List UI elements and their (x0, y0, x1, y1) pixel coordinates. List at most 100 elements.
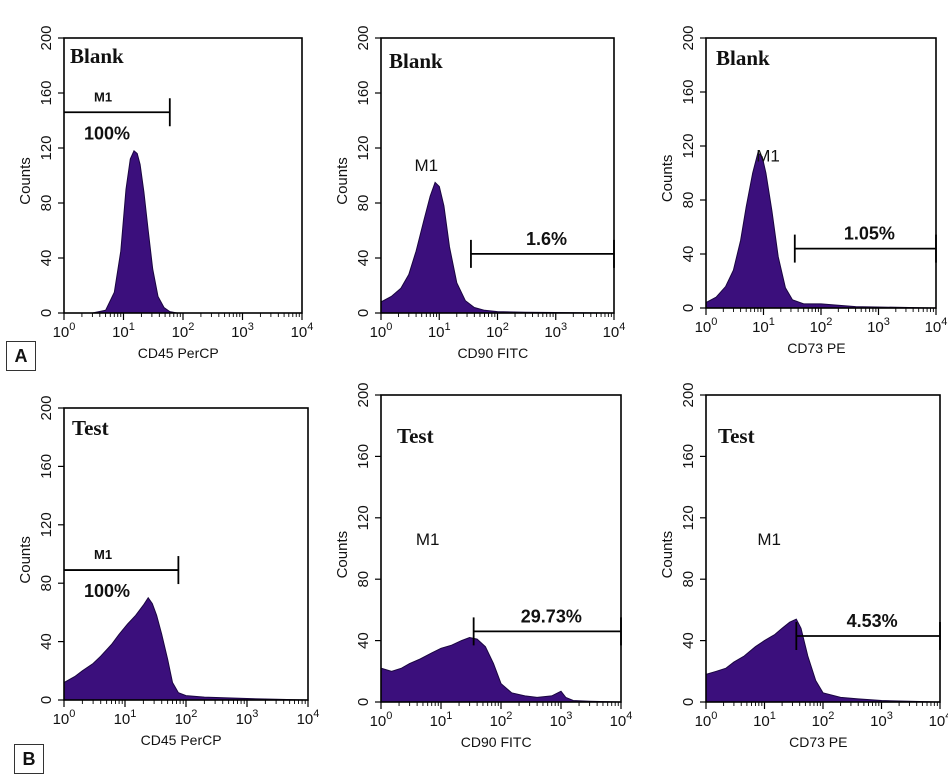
y-tick-label: 40 (38, 633, 55, 650)
gate-percent: 100% (84, 581, 130, 601)
histogram-panel: 100 101 102 103 104 0 40 80 120 160 200 CD90 FITC Co… (334, 382, 632, 750)
y-tick-label: 40 (355, 632, 372, 649)
y-tick-label: 80 (680, 192, 697, 209)
x-axis-label: CD45 PerCP (138, 345, 219, 361)
y-tick-label: 160 (38, 80, 55, 105)
gate-name: M1 (416, 530, 440, 549)
y-tick-label: 0 (355, 698, 372, 706)
panel-title: Test (397, 424, 434, 448)
x-tick-label: 102 (175, 708, 198, 728)
x-tick-label: 100 (53, 321, 76, 341)
x-tick-label: 104 (929, 710, 948, 730)
y-axis-label: Counts (17, 157, 34, 205)
panel-label-a: A (6, 341, 36, 371)
y-tick-label: 40 (38, 250, 55, 267)
x-tick-label: 103 (870, 710, 893, 730)
x-tick-label: 104 (610, 710, 633, 730)
gate-name: M1 (756, 147, 780, 166)
histogram-area (705, 151, 937, 309)
y-axis-label: Counts (659, 531, 676, 579)
y-tick-label: 0 (355, 309, 372, 317)
x-tick-label: 104 (925, 316, 948, 336)
x-tick-label: 101 (112, 321, 135, 341)
x-tick-label: 101 (114, 708, 137, 728)
x-axis-label: CD73 PE (787, 340, 845, 356)
y-tick-label: 0 (680, 304, 697, 312)
x-axis-label: CD73 PE (789, 734, 847, 750)
y-tick-label: 200 (38, 395, 55, 420)
x-tick-label: 102 (810, 316, 833, 336)
y-tick-label: 200 (355, 382, 372, 407)
x-tick-label: 101 (430, 710, 453, 730)
histogram-area (380, 636, 622, 703)
y-tick-label: 120 (680, 133, 697, 158)
y-tick-label: 40 (680, 632, 697, 649)
x-axis-label: CD45 PerCP (141, 732, 222, 748)
gate-percent: 4.53% (847, 611, 898, 631)
histogram-panel: 100 101 102 103 104 0 40 80 120 160 200 CD45 PerCP C… (17, 25, 313, 361)
y-tick-label: 0 (38, 309, 55, 317)
y-tick-label: 200 (680, 25, 697, 50)
y-tick-label: 160 (355, 444, 372, 469)
x-tick-label: 100 (370, 321, 393, 341)
x-tick-label: 104 (603, 321, 626, 341)
histogram-area (380, 181, 615, 314)
panel-title: Test (718, 424, 755, 448)
x-tick-label: 102 (172, 321, 195, 341)
y-tick-label: 0 (38, 696, 55, 704)
gate-percent: 1.6% (526, 229, 567, 249)
x-tick-label: 102 (486, 321, 509, 341)
x-tick-label: 100 (695, 316, 718, 336)
y-axis-label: Counts (17, 536, 34, 584)
panel-label-b: B (14, 744, 44, 774)
y-tick-label: 200 (355, 25, 372, 50)
x-tick-label: 102 (490, 710, 513, 730)
x-tick-label: 100 (695, 710, 718, 730)
y-tick-label: 40 (355, 250, 372, 267)
gate-name: M1 (415, 156, 439, 175)
x-tick-label: 103 (236, 708, 259, 728)
y-tick-label: 80 (355, 571, 372, 588)
y-tick-label: 80 (38, 575, 55, 592)
y-axis-label: Counts (334, 531, 351, 579)
x-tick-label: 103 (544, 321, 567, 341)
gate-name: M1 (757, 530, 781, 549)
y-tick-label: 80 (355, 195, 372, 212)
y-tick-label: 120 (355, 135, 372, 160)
plot-frame (63, 37, 303, 314)
panel-title: Blank (70, 44, 124, 68)
y-tick-label: 160 (38, 454, 55, 479)
x-tick-label: 103 (231, 321, 254, 341)
y-tick-label: 120 (355, 505, 372, 530)
x-tick-label: 103 (867, 316, 890, 336)
x-tick-label: 103 (550, 710, 573, 730)
y-tick-label: 200 (680, 382, 697, 407)
gate-percent: 1.05% (844, 224, 895, 244)
y-tick-label: 120 (680, 505, 697, 530)
y-tick-label: 80 (680, 571, 697, 588)
panel-title: Blank (389, 49, 443, 73)
x-tick-label: 104 (297, 708, 320, 728)
gate-name: M1 (94, 547, 112, 562)
x-tick-label: 101 (752, 316, 775, 336)
x-tick-label: 100 (370, 710, 393, 730)
gate-percent: 100% (84, 123, 130, 143)
y-tick-label: 120 (38, 512, 55, 537)
panel-title: Test (72, 416, 109, 440)
histogram-panel: 100 101 102 103 104 0 40 80 120 160 200 CD45 PerCP C… (17, 395, 319, 748)
y-tick-label: 40 (680, 246, 697, 263)
y-tick-label: 120 (38, 135, 55, 160)
x-tick-label: 102 (812, 710, 835, 730)
y-tick-label: 80 (38, 195, 55, 212)
panel-title: Blank (716, 46, 770, 70)
x-axis-label: CD90 FITC (461, 734, 532, 750)
y-tick-label: 200 (38, 25, 55, 50)
histogram-panel: 100 101 102 103 104 0 40 80 120 160 200 CD73 PE Coun… (659, 382, 948, 750)
y-tick-label: 160 (355, 80, 372, 105)
histogram-panel: 100 101 102 103 104 0 40 80 120 160 200 CD73 PE Coun… (659, 25, 947, 356)
histogram-area (64, 149, 302, 314)
x-tick-label: 101 (428, 321, 451, 341)
x-axis-label: CD90 FITC (457, 345, 528, 361)
y-tick-label: 160 (680, 79, 697, 104)
